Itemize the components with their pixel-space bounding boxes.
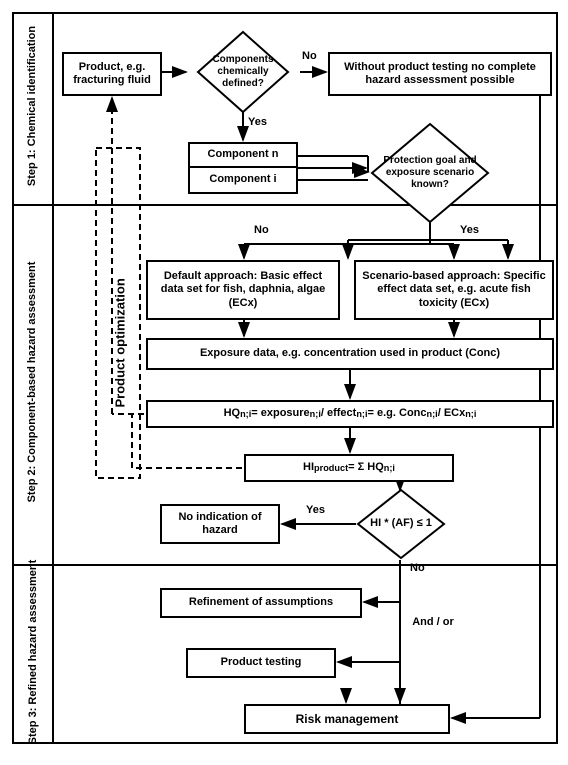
node-default-approach: Default approach: Basic effect data set … bbox=[146, 260, 340, 320]
step1-label: Step 1: Chemical identification bbox=[26, 6, 38, 206]
label-no-2: No bbox=[254, 224, 269, 236]
label-yes-3: Yes bbox=[306, 504, 325, 516]
node-scenario-approach: Scenario-based approach: Specific effect… bbox=[354, 260, 554, 320]
node-risk-management: Risk management bbox=[244, 704, 450, 734]
label-yes-1: Yes bbox=[248, 116, 267, 128]
node-product-testing: Product testing bbox=[186, 648, 336, 678]
label-and-or: And / or bbox=[408, 616, 458, 628]
node-components-defined: Components chemically defined? bbox=[196, 30, 290, 114]
node-hi: HIproduct = Σ HQn;i bbox=[244, 454, 454, 482]
node-no-hazard: No indication of hazard bbox=[160, 504, 280, 544]
node-exposure: Exposure data, e.g. concentration used i… bbox=[146, 338, 554, 370]
label-no-3: No bbox=[410, 562, 425, 574]
node-hi-af: HI * (AF) ≤ 1 bbox=[356, 488, 446, 560]
node-protection-goal: Protection goal and exposure scenario kn… bbox=[370, 122, 490, 224]
node-component-n: Component n bbox=[188, 142, 298, 168]
node-hq: HQn;i = exposuren;i / effectn;i = e.g. C… bbox=[146, 400, 554, 428]
node-no-testing: Without product testing no complete haza… bbox=[328, 52, 552, 96]
node-component-i: Component i bbox=[188, 168, 298, 194]
label-no-1: No bbox=[302, 50, 317, 62]
step3-label: Step 3: Refined hazard assessment bbox=[27, 539, 39, 765]
divider-2 bbox=[12, 564, 558, 566]
node-refine: Refinement of assumptions bbox=[160, 588, 362, 618]
product-optimization-label: Product optimization bbox=[113, 208, 128, 408]
node-product: Product, e.g. fracturing fluid bbox=[62, 52, 162, 96]
label-yes-2: Yes bbox=[460, 224, 479, 236]
step2-label: Step 2: Component-based hazard assessmen… bbox=[26, 222, 38, 542]
